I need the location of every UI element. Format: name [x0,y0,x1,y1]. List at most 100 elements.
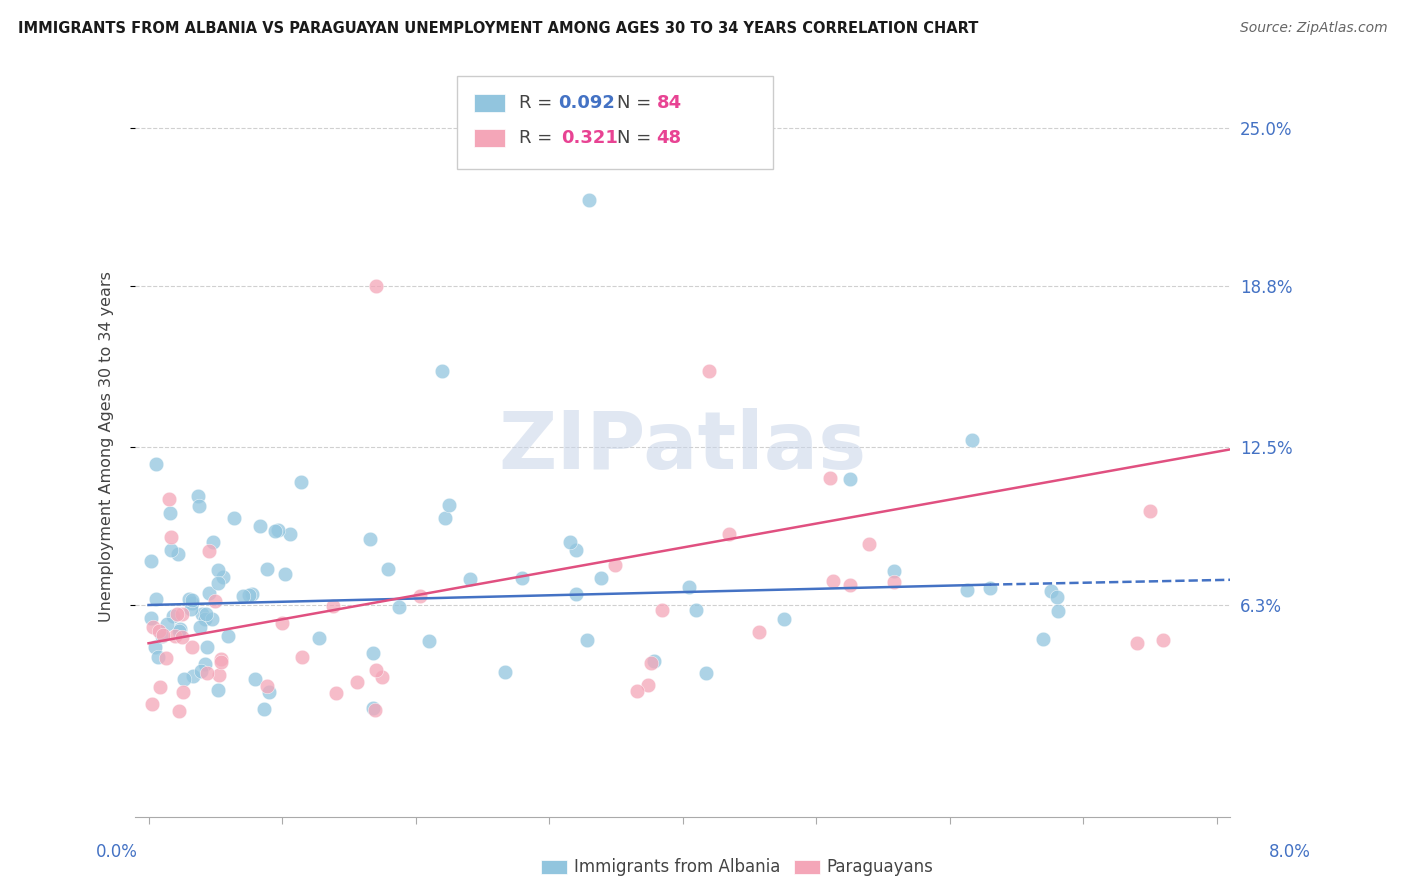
Point [166,607,188,622]
Point [377,562,399,576]
Point [148,624,170,638]
Point [695,666,717,681]
Point [361,647,384,661]
Point [838,578,860,592]
Point [194,612,217,626]
Point [460,573,482,587]
Point [180,592,202,607]
Point [181,640,204,654]
Point [190,664,212,678]
Point [576,633,599,648]
Text: ZIPatlas: ZIPatlas [499,408,868,486]
Point [253,701,276,715]
Point [209,655,232,669]
Point [183,669,205,683]
Text: N =: N = [617,129,657,147]
Point [699,363,721,377]
Point [150,629,173,643]
Point [167,624,190,638]
Point [152,628,174,642]
Point [207,563,229,577]
Point [202,535,225,549]
Point [821,574,844,588]
Text: R =: R = [519,94,558,112]
Point [1152,633,1174,648]
Point [960,434,983,448]
Point [173,672,195,686]
Point [640,657,662,671]
Point [1139,504,1161,518]
Point [197,640,219,655]
Point [439,498,461,512]
Point [364,279,387,293]
Point [145,458,167,472]
Point [191,607,214,621]
Point [256,562,278,576]
Point [883,564,905,578]
Point [162,608,184,623]
Point [591,571,613,585]
Text: 84: 84 [657,94,682,112]
Point [818,470,841,484]
Point [224,511,246,525]
Point [180,601,202,615]
Point [361,701,384,715]
Point [510,571,533,585]
Point [274,566,297,581]
Point [371,670,394,684]
Point [212,570,235,584]
Point [159,491,181,506]
Point [883,575,905,590]
Point [1046,604,1069,618]
Point [291,649,314,664]
Point [172,685,194,699]
Point [240,587,263,601]
Point [364,663,387,677]
Point [494,665,516,679]
Text: IMMIGRANTS FROM ALBANIA VS PARAGUAYAN UNEMPLOYMENT AMONG AGES 30 TO 34 YEARS COR: IMMIGRANTS FROM ALBANIA VS PARAGUAYAN UN… [18,21,979,36]
Point [207,683,229,698]
Text: 0.0%: 0.0% [96,843,138,861]
Point [1126,636,1149,650]
Point [578,193,600,207]
Point [198,586,221,600]
Text: 0.092: 0.092 [558,94,614,112]
Text: 8.0%: 8.0% [1268,843,1310,861]
Point [181,596,204,610]
Point [264,524,287,539]
Point [1032,632,1054,646]
Point [243,673,266,687]
Point [322,599,344,613]
Point [207,576,229,591]
Point [979,581,1001,595]
Text: Source: ZipAtlas.com: Source: ZipAtlas.com [1240,21,1388,35]
Point [232,589,254,603]
Point [256,679,278,693]
Point [194,657,217,671]
Point [388,599,411,614]
Point [188,620,211,634]
Text: 48: 48 [657,129,682,147]
Point [197,543,219,558]
Point [359,532,381,546]
Point [169,622,191,636]
Point [363,703,385,717]
Point [325,686,347,700]
Point [626,683,648,698]
Point [685,602,707,616]
Point [141,611,163,625]
Point [159,530,181,544]
Point [271,615,294,630]
Point [637,677,659,691]
Point [643,654,665,668]
Point [308,631,330,645]
Point [773,612,796,626]
Point [651,603,673,617]
Point [170,631,193,645]
Point [956,583,979,598]
Point [172,607,194,621]
Point [146,649,169,664]
Point [858,537,880,551]
Point [149,680,172,694]
Point [204,593,226,607]
